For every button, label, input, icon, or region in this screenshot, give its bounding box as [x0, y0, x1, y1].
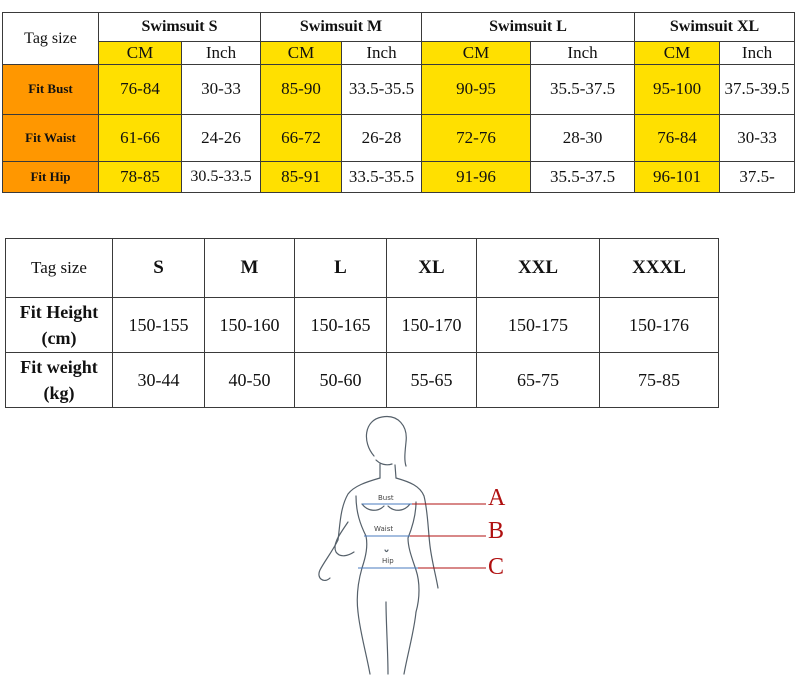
table-cell: 35.5-37.5 — [530, 64, 636, 115]
table-cell: 72-76 — [421, 113, 532, 162]
table-cell: 37.5- — [719, 160, 796, 194]
size-header: XL — [386, 238, 477, 298]
table-cell: 65-75 — [476, 352, 600, 408]
table-cell: 30-44 — [112, 352, 205, 408]
row-label-hip: Fit Hip — [2, 160, 99, 194]
table-cell: 33.5-35.5 — [340, 160, 423, 194]
unit-cm: CM — [98, 41, 182, 66]
table-cell: 30.5-33.5 — [181, 160, 261, 194]
table-cell: 50-60 — [294, 352, 387, 408]
waist-label: Waist — [374, 525, 393, 533]
bust-label: Bust — [378, 494, 394, 502]
table-cell: 90-95 — [421, 64, 532, 115]
unit-inch: Inch — [181, 41, 261, 66]
unit-inch: Inch — [719, 41, 796, 66]
row-label-bust: Fit Bust — [2, 64, 99, 115]
table-cell: 85-91 — [260, 160, 342, 194]
table-cell: 76-84 — [634, 113, 721, 162]
row-label-waist: Fit Waist — [2, 113, 99, 162]
marker-a: A — [488, 485, 506, 511]
tag-size-header: Tag size — [5, 238, 113, 298]
table-cell: 150-176 — [599, 297, 719, 353]
table-cell: 78-85 — [98, 160, 182, 194]
row-label-weight: Fit weight (kg) — [5, 352, 113, 408]
size-header: XXL — [476, 238, 600, 298]
table-row: Fit Bust 76-84 30-33 85-90 33.5-35.5 90-… — [2, 64, 796, 115]
table-row: Fit weight (kg) 30-44 40-50 50-60 55-65 … — [5, 352, 719, 408]
table-cell: 35.5-37.5 — [530, 160, 636, 194]
table-cell: 150-170 — [386, 297, 477, 353]
unit-cm: CM — [634, 41, 721, 66]
table-cell: 26-28 — [340, 113, 423, 162]
size-header-m: Swimsuit M — [259, 11, 423, 43]
body-outline — [318, 415, 439, 675]
table-cell: 150-175 — [476, 297, 600, 353]
table-cell: 150-160 — [204, 297, 295, 353]
unit-inch: Inch — [530, 41, 636, 66]
table-cell: 96-101 — [634, 160, 721, 194]
size-header: S — [112, 238, 205, 298]
size-header-xl: Swimsuit XL — [634, 11, 796, 43]
table-cell: 66-72 — [260, 113, 342, 162]
unit-inch: Inch — [340, 41, 423, 66]
tag-size-header: Tag size — [2, 11, 99, 66]
unit-cm: CM — [260, 41, 342, 66]
table-cell: 76-84 — [98, 64, 182, 115]
table-row: Fit Hip 78-85 30.5-33.5 85-91 33.5-35.5 … — [2, 160, 796, 194]
table-cell: 150-165 — [294, 297, 387, 353]
marker-b: B — [488, 518, 505, 544]
table-cell: 33.5-35.5 — [340, 64, 423, 115]
unit-cm: CM — [421, 41, 532, 66]
table-cell: 91-96 — [421, 160, 532, 194]
table-cell: 150-155 — [112, 297, 205, 353]
table-cell: 28-30 — [530, 113, 636, 162]
table-cell: 37.5-39.5 — [719, 64, 796, 115]
table-row: Fit Height (cm) 150-155 150-160 150-165 … — [5, 297, 719, 353]
body-measurement-figure: Bust Waist Hip — [318, 415, 486, 675]
table-cell: 95-100 — [634, 64, 721, 115]
table-cell: 40-50 — [204, 352, 295, 408]
size-header-l: Swimsuit L — [421, 11, 636, 43]
size-header: M — [204, 238, 295, 298]
table-cell: 30-33 — [719, 113, 796, 162]
measure-lines — [358, 503, 418, 569]
marker-c: C — [488, 554, 505, 580]
table-cell: 85-90 — [260, 64, 342, 115]
pointer-lines — [410, 503, 486, 569]
table-cell: 61-66 — [98, 113, 182, 162]
table-row: Fit Waist 61-66 24-26 66-72 26-28 72-76 … — [2, 113, 796, 162]
table-cell: 75-85 — [599, 352, 719, 408]
table-cell: 30-33 — [181, 64, 261, 115]
swimsuit-size-table: Tag size Swimsuit S Swimsuit M Swimsuit … — [2, 11, 796, 194]
size-header-s: Swimsuit S — [98, 11, 261, 43]
table-cell: 24-26 — [181, 113, 261, 162]
size-header: L — [294, 238, 387, 298]
height-weight-table: Tag size S M L XL XXL XXXL Fit Height (c… — [5, 238, 719, 408]
table-cell: 55-65 — [386, 352, 477, 408]
hip-label: Hip — [382, 557, 394, 565]
row-label-height: Fit Height (cm) — [5, 297, 113, 353]
size-header: XXXL — [599, 238, 719, 298]
